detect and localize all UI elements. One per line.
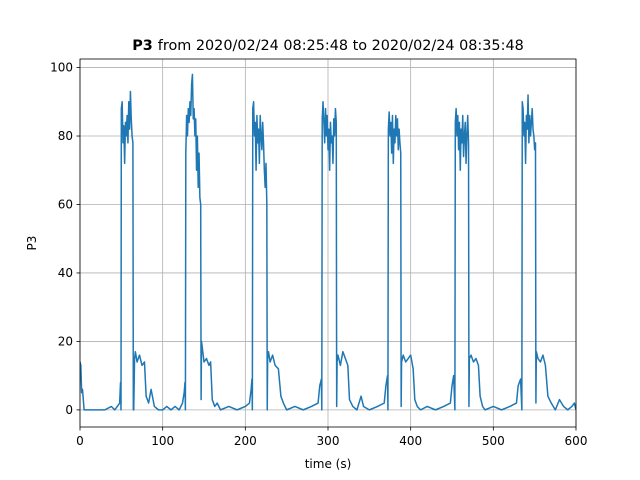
y-tick-label: 80: [58, 129, 73, 143]
title-rest: from 2020/02/24 08:25:48 to 2020/02/24 0…: [158, 38, 524, 54]
x-axis-label: time (s): [305, 457, 352, 471]
plot-data: [80, 73, 576, 411]
x-tick-label: 300: [317, 434, 340, 448]
x-tick-label: 100: [151, 434, 174, 448]
x-tick-label: 0: [76, 434, 84, 448]
x-tick-label: 200: [234, 434, 257, 448]
y-tick-label: 100: [50, 61, 73, 75]
y-tick-label: 20: [58, 334, 73, 348]
y-tick-label: 40: [58, 266, 73, 280]
x-tick-label: 600: [565, 434, 588, 448]
y-axis-label: P3: [25, 236, 39, 251]
chart-title: P3 from 2020/02/24 08:25:48 to 2020/02/24…: [132, 38, 524, 54]
x-tick-label: 500: [482, 434, 505, 448]
title-bold: P3: [132, 38, 153, 54]
x-tick-label: 400: [399, 434, 422, 448]
y-tick-label: 60: [58, 197, 73, 211]
y-tick-label: 0: [65, 403, 73, 417]
grid: [79, 59, 577, 427]
data-line: [80, 73, 576, 411]
